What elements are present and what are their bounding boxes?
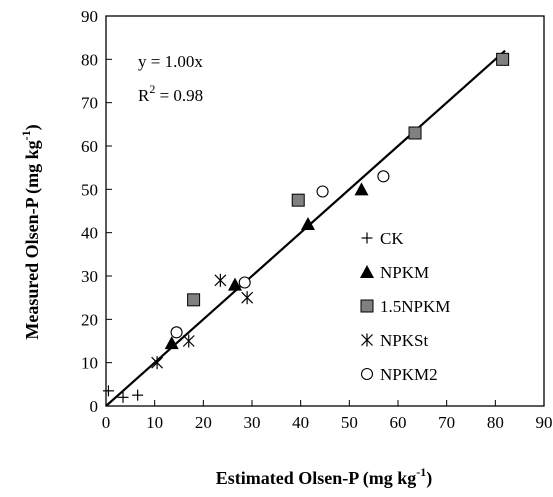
legend-entry: 1.5NPKM bbox=[360, 297, 450, 316]
legend: CK NPKM 1.5NPKM NPKSt NPKM2 bbox=[360, 229, 450, 384]
data-point bbox=[496, 52, 510, 66]
data-point bbox=[300, 217, 315, 230]
x-tick-label: 50 bbox=[341, 413, 358, 432]
legend-label: NPKM2 bbox=[380, 365, 438, 384]
data-point bbox=[316, 185, 329, 198]
equation-annotation: y = 1.00x bbox=[138, 52, 203, 71]
data-point bbox=[182, 334, 195, 348]
data-point bbox=[377, 170, 390, 183]
legend-entry: NPKSt bbox=[361, 331, 428, 350]
x-tick-label: 70 bbox=[438, 413, 455, 432]
data-point bbox=[151, 356, 164, 370]
x-tick-label: 80 bbox=[487, 413, 504, 432]
x-tick-label: 0 bbox=[102, 413, 111, 432]
data-point bbox=[214, 273, 227, 287]
y-tick-label: 0 bbox=[90, 397, 99, 416]
r-squared-annotation: R2 = 0.98 bbox=[138, 82, 203, 105]
y-tick-label: 90 bbox=[81, 7, 98, 26]
y-tick-label: 70 bbox=[81, 94, 98, 113]
plot-frame bbox=[105, 15, 545, 407]
x-tick-label: 10 bbox=[146, 413, 163, 432]
data-point bbox=[170, 326, 183, 339]
data-point bbox=[132, 389, 144, 401]
legend-label: NPKSt bbox=[380, 331, 428, 350]
y-tick-label: 40 bbox=[81, 224, 98, 243]
data-point bbox=[238, 276, 251, 289]
y-tick-label: 20 bbox=[81, 310, 98, 329]
data-point bbox=[291, 193, 305, 207]
y-tick-label: 60 bbox=[81, 137, 98, 156]
legend-entry: NPKM bbox=[360, 263, 429, 282]
legend-label: 1.5NPKM bbox=[380, 297, 450, 316]
data-point bbox=[354, 182, 369, 196]
legend-entry: NPKM2 bbox=[360, 365, 438, 384]
y-tick-label: 10 bbox=[81, 354, 98, 373]
legend-marker bbox=[360, 299, 374, 313]
x-axis-title: Estimated Olsen-P (mg kg-1) bbox=[216, 465, 433, 489]
plot-area: 0 10 20 30 40 50 60 70 80 90 0 10 20 30 40 50 60 70 80 90 bbox=[81, 7, 553, 432]
legend-marker bbox=[360, 265, 374, 278]
y-tick-label: 30 bbox=[81, 267, 98, 286]
legend-entry: CK bbox=[361, 229, 404, 248]
data-point bbox=[408, 126, 422, 140]
y-tick-label: 80 bbox=[81, 50, 98, 69]
x-tick-label: 20 bbox=[195, 413, 212, 432]
y-axis-title: Measured Olsen-P (mg kg-1) bbox=[19, 124, 43, 339]
data-point bbox=[241, 291, 254, 305]
data-point bbox=[164, 336, 179, 350]
data-point bbox=[102, 385, 114, 397]
x-tick-label: 60 bbox=[390, 413, 407, 432]
x-tick-label: 90 bbox=[536, 413, 553, 432]
x-tick-label: 40 bbox=[292, 413, 309, 432]
data-point bbox=[187, 293, 201, 307]
x-tick-label: 30 bbox=[244, 413, 261, 432]
legend-marker bbox=[361, 333, 373, 347]
data-point bbox=[117, 391, 129, 403]
legend-label: NPKM bbox=[380, 263, 429, 282]
legend-label: CK bbox=[380, 229, 404, 248]
legend-marker bbox=[360, 367, 374, 381]
data-point bbox=[227, 277, 242, 291]
legend-marker bbox=[361, 232, 373, 244]
y-tick-label: 50 bbox=[81, 180, 98, 199]
